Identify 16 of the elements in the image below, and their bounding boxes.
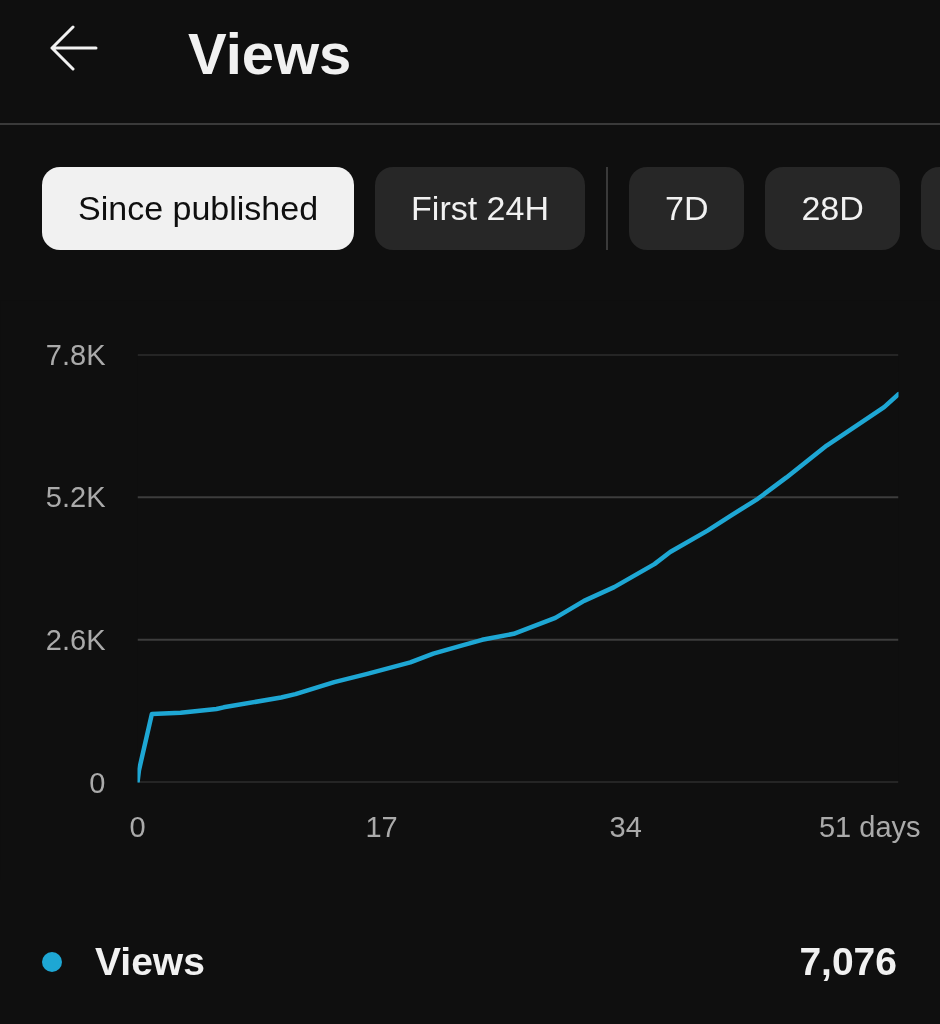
y-tick-label: 0 <box>89 766 106 799</box>
x-tick-label: 0 <box>129 810 146 843</box>
chart-title: Views <box>188 21 352 86</box>
line-series <box>137 391 899 783</box>
x-tick-label: 51 days <box>819 810 921 843</box>
y-tick-label: 7.8K <box>45 338 107 371</box>
legend-label: Views <box>95 940 205 984</box>
tab-button: 7D <box>629 167 745 250</box>
x-tick-label: 34 <box>609 810 642 843</box>
x-tick-label: 17 <box>365 810 398 843</box>
tab-button: 28D <box>765 167 900 250</box>
y-tick-label: 2.6K <box>45 623 107 656</box>
tab-button: Since published <box>42 167 355 250</box>
tab-button: First 24H <box>375 167 585 250</box>
y-tick-label: 5.2K <box>45 481 107 514</box>
text: 7,076 <box>799 940 897 984</box>
